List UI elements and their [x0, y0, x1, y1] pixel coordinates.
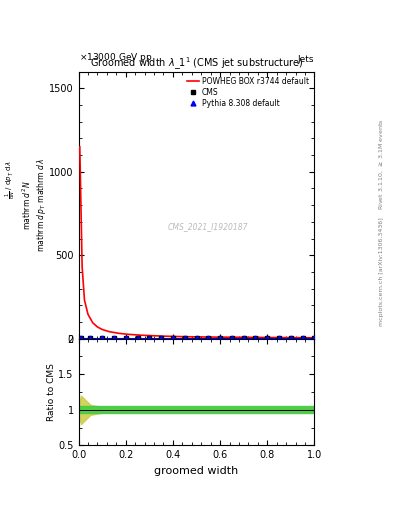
CMS — [135, 335, 140, 342]
Pythia 8.308 default — [194, 335, 199, 342]
Pythia 8.308 default — [312, 335, 317, 342]
POWHEG BOX r3744 default — [244, 334, 248, 340]
POWHEG BOX r3744 default — [90, 319, 95, 326]
POWHEG BOX r3744 default — [267, 334, 272, 340]
X-axis label: groomed width: groomed width — [154, 466, 239, 476]
POWHEG BOX r3744 default — [100, 327, 105, 333]
Legend: POWHEG BOX r3744 default, CMS, Pythia 8.308 default: POWHEG BOX r3744 default, CMS, Pythia 8.… — [186, 75, 310, 110]
CMS — [171, 335, 175, 342]
Pythia 8.308 default — [300, 335, 305, 342]
POWHEG BOX r3744 default — [173, 333, 178, 339]
Pythia 8.308 default — [123, 335, 128, 342]
Text: CMS_2021_I1920187: CMS_2021_I1920187 — [168, 222, 248, 231]
Text: Jets: Jets — [298, 55, 314, 64]
CMS — [288, 335, 293, 342]
CMS — [159, 335, 163, 342]
Pythia 8.308 default — [253, 335, 258, 342]
POWHEG BOX r3744 default — [116, 330, 121, 336]
POWHEG BOX r3744 default — [95, 324, 100, 330]
Pythia 8.308 default — [206, 335, 211, 342]
Pythia 8.308 default — [171, 335, 175, 342]
POWHEG BOX r3744 default — [77, 144, 82, 150]
Text: $\times$13000 GeV pp: $\times$13000 GeV pp — [79, 51, 152, 64]
CMS — [182, 335, 187, 342]
CMS — [147, 335, 152, 342]
POWHEG BOX r3744 default — [161, 333, 166, 339]
POWHEG BOX r3744 default — [208, 334, 213, 340]
Pythia 8.308 default — [100, 335, 105, 342]
Pythia 8.308 default — [288, 335, 293, 342]
POWHEG BOX r3744 default — [138, 332, 142, 338]
Pythia 8.308 default — [241, 335, 246, 342]
CMS — [218, 335, 222, 342]
POWHEG BOX r3744 default — [312, 335, 317, 341]
CMS — [194, 335, 199, 342]
POWHEG BOX r3744 default — [80, 264, 84, 270]
Pythia 8.308 default — [79, 335, 83, 342]
CMS — [112, 335, 116, 342]
CMS — [253, 335, 258, 342]
CMS — [265, 335, 270, 342]
Pythia 8.308 default — [265, 335, 270, 342]
Pythia 8.308 default — [147, 335, 152, 342]
POWHEG BOX r3744 default — [303, 335, 307, 341]
Y-axis label: Ratio to CMS: Ratio to CMS — [47, 363, 55, 421]
CMS — [241, 335, 246, 342]
Line: CMS: CMS — [79, 336, 317, 341]
POWHEG BOX r3744 default — [196, 334, 201, 340]
CMS — [230, 335, 234, 342]
POWHEG BOX r3744 default — [220, 334, 225, 340]
POWHEG BOX r3744 default — [279, 334, 284, 340]
Line: POWHEG BOX r3744 default: POWHEG BOX r3744 default — [80, 147, 314, 338]
POWHEG BOX r3744 default — [82, 297, 87, 303]
CMS — [312, 335, 317, 342]
Pythia 8.308 default — [182, 335, 187, 342]
POWHEG BOX r3744 default — [185, 334, 189, 340]
Pythia 8.308 default — [159, 335, 163, 342]
Text: $\frac{1}{\mathrm{d}N}$ / $\mathrm{d}p_T$ $\mathrm{d}\lambda$: $\frac{1}{\mathrm{d}N}$ / $\mathrm{d}p_T… — [4, 160, 18, 199]
CMS — [79, 335, 83, 342]
Pythia 8.308 default — [230, 335, 234, 342]
Y-axis label: mathrm $d^2N$
mathrm $d\,p_T$ mathrm $d\,\lambda$: mathrm $d^2N$ mathrm $d\,p_T$ mathrm $d\… — [20, 158, 48, 252]
Line: Pythia 8.308 default: Pythia 8.308 default — [79, 336, 317, 341]
POWHEG BOX r3744 default — [291, 334, 296, 340]
Text: Rivet 3.1.10, $\geq$ 3.1M events: Rivet 3.1.10, $\geq$ 3.1M events — [377, 118, 385, 209]
CMS — [123, 335, 128, 342]
Pythia 8.308 default — [112, 335, 116, 342]
Pythia 8.308 default — [218, 335, 222, 342]
CMS — [206, 335, 211, 342]
Pythia 8.308 default — [88, 335, 93, 342]
POWHEG BOX r3744 default — [107, 329, 112, 335]
POWHEG BOX r3744 default — [149, 333, 154, 339]
Pythia 8.308 default — [277, 335, 281, 342]
CMS — [100, 335, 105, 342]
CMS — [300, 335, 305, 342]
Title: Groomed width $\lambda\_1^1$ (CMS jet substructure): Groomed width $\lambda\_1^1$ (CMS jet su… — [90, 55, 303, 72]
POWHEG BOX r3744 default — [86, 311, 90, 317]
POWHEG BOX r3744 default — [126, 331, 130, 337]
CMS — [88, 335, 93, 342]
POWHEG BOX r3744 default — [232, 334, 237, 340]
Text: mcplots.cern.ch [arXiv:1306.3436]: mcplots.cern.ch [arXiv:1306.3436] — [379, 217, 384, 326]
POWHEG BOX r3744 default — [255, 334, 260, 340]
Pythia 8.308 default — [135, 335, 140, 342]
CMS — [277, 335, 281, 342]
